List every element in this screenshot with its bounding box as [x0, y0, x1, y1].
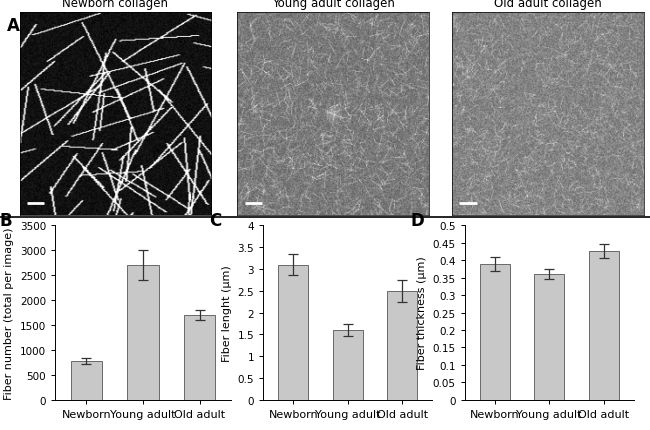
Text: A: A: [6, 17, 20, 35]
Bar: [480, 264, 510, 400]
Bar: [71, 361, 102, 400]
Bar: [184, 315, 215, 400]
Title: Young adult collagen: Young adult collagen: [272, 0, 395, 10]
Y-axis label: Fiber thickness (µm): Fiber thickness (µm): [417, 256, 427, 369]
Bar: [278, 265, 308, 400]
Y-axis label: Fiber lenght (µm): Fiber lenght (µm): [222, 264, 232, 361]
Title: Old adult collagen: Old adult collagen: [494, 0, 601, 10]
Bar: [534, 274, 564, 400]
Y-axis label: Fiber number (total per image): Fiber number (total per image): [5, 227, 14, 399]
Text: B: B: [0, 212, 12, 230]
Bar: [127, 266, 159, 400]
Text: C: C: [209, 212, 222, 230]
Text: D: D: [411, 212, 424, 230]
Bar: [333, 330, 363, 400]
Title: Newborn collagen: Newborn collagen: [62, 0, 168, 10]
Bar: [387, 291, 417, 400]
Bar: [589, 252, 619, 400]
